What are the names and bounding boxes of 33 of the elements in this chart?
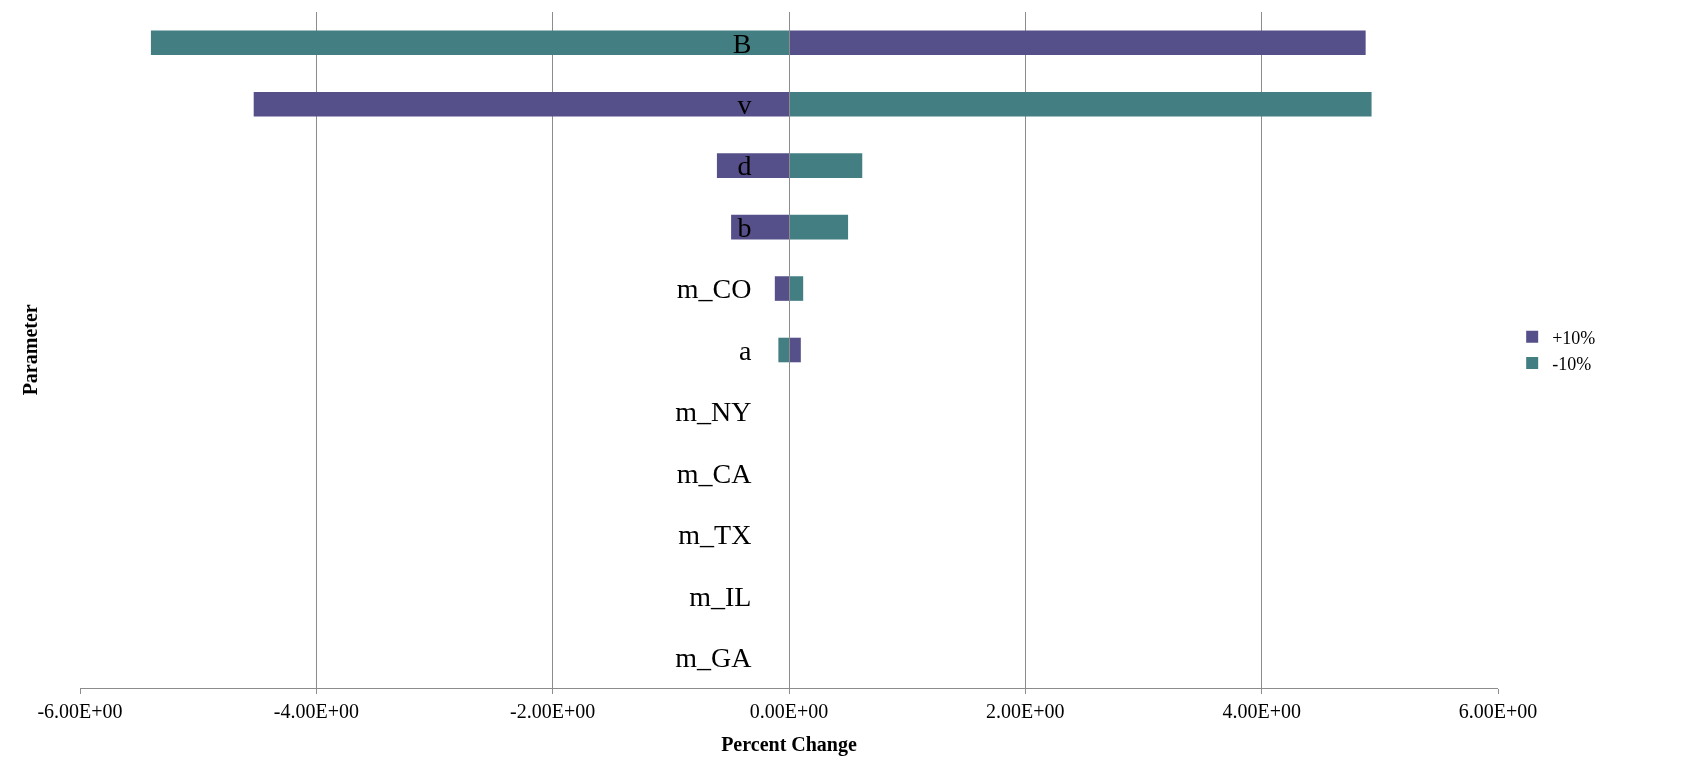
bar [789,214,849,240]
y-tick-label: b [737,211,752,243]
legend-label: +10% [1552,327,1596,348]
y-tick-label: m_IL [689,580,752,612]
x-tick-label: -6.00E+00 [37,700,123,722]
y-tick-label: a [738,334,752,366]
bar [253,91,789,117]
x-tick-label: 2.00E+00 [986,700,1065,722]
x-tick-label: -2.00E+00 [510,700,596,722]
y-tick-label: m_GA [675,642,753,674]
x-tick-label: 0.00E+00 [749,700,829,722]
y-tick-label: d [737,150,752,182]
bar [789,337,801,363]
y-tick-label: m_CA [676,457,753,489]
bar [778,337,789,363]
y-tick-label: v [737,88,752,120]
bar [774,276,789,301]
y-tick-label: m_NY [675,396,752,428]
x-tick-label: 6.00E+00 [1458,700,1538,722]
legend-label: -10% [1552,354,1592,375]
bar [789,276,804,301]
y-tick-label: m_CO [676,273,752,305]
y-tick-label: m_TX [678,519,752,551]
y-tick-label: B [732,27,752,59]
bar [789,30,1366,56]
bar [789,153,863,178]
x-tick-label: 4.00E+00 [1222,700,1301,722]
y-axis-title: Parameter [19,304,42,396]
bar [716,153,789,178]
bar [789,91,1372,117]
x-axis-title: Percent Change [721,732,857,756]
bar [150,30,789,56]
x-tick-label: -4.00E+00 [273,700,359,722]
